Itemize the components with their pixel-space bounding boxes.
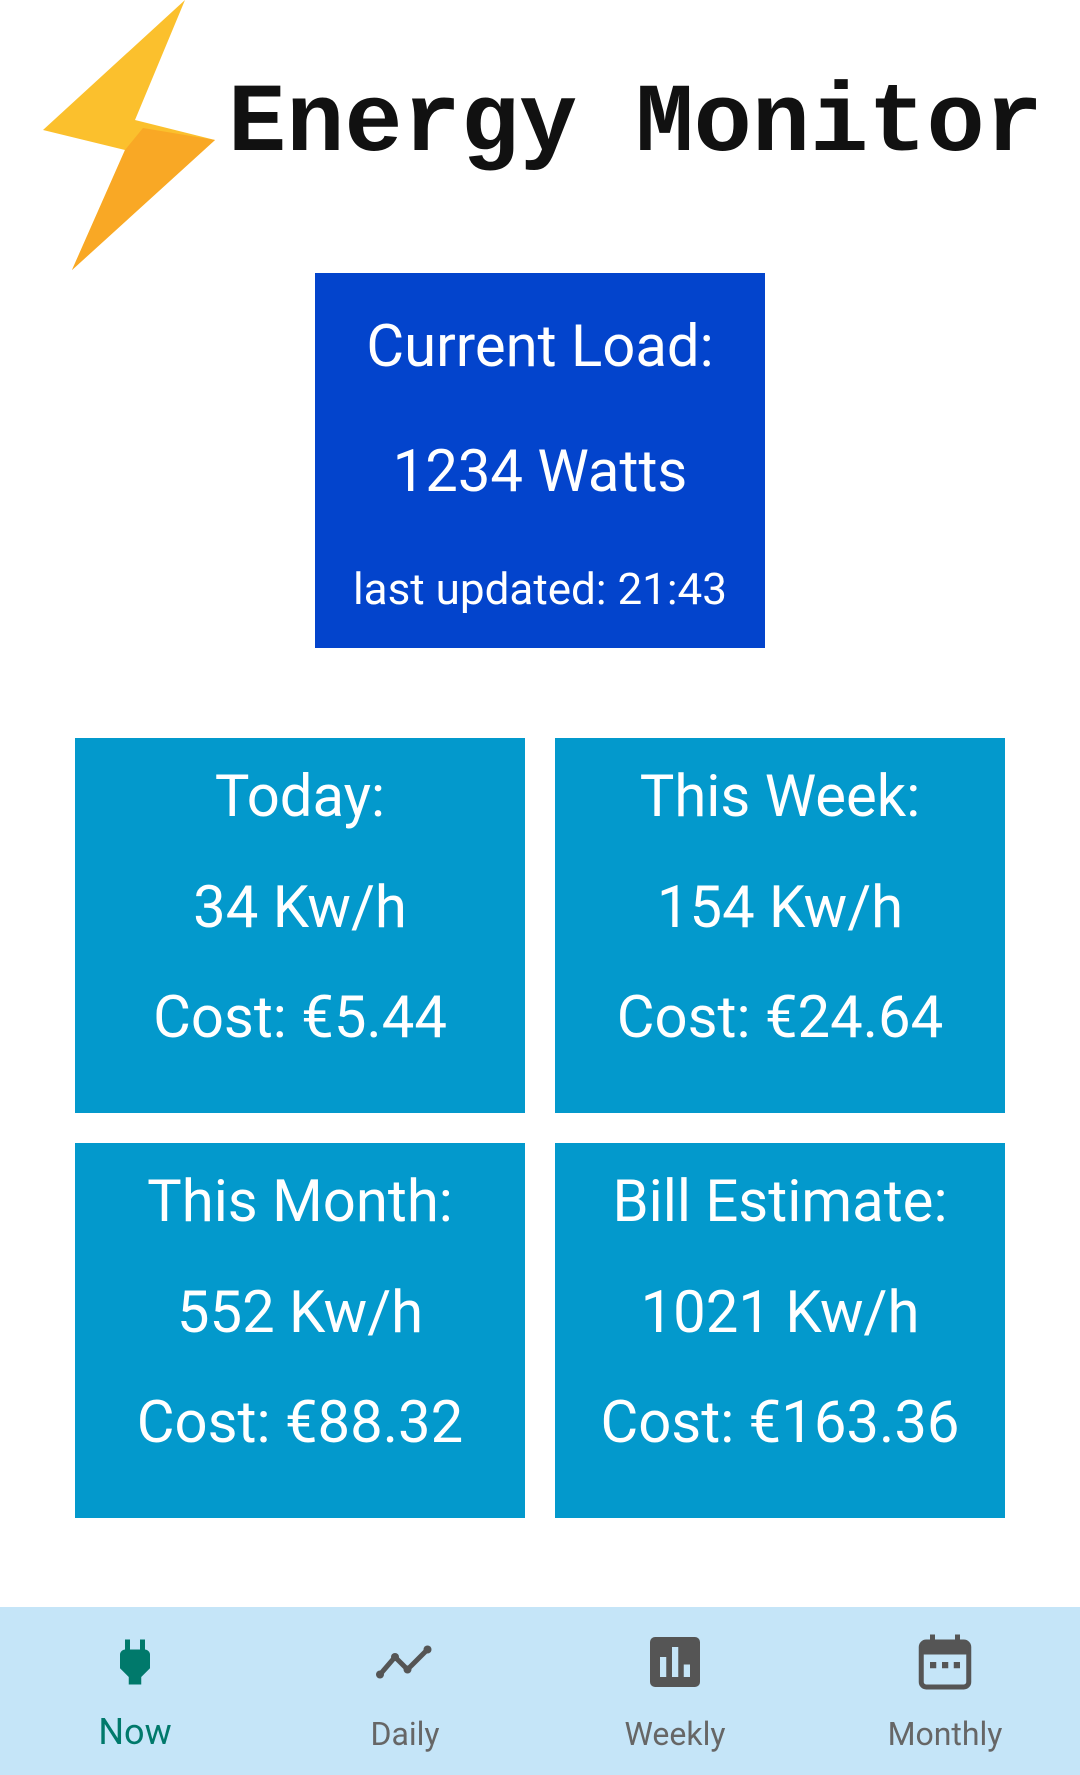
- card-title: Today:: [214, 763, 386, 831]
- logo-bolt: [43, 0, 215, 270]
- load-value: 1234 Watts: [392, 438, 688, 506]
- card-cost: Cost: €24.64: [616, 984, 944, 1052]
- nav-weekly[interactable]: Weekly: [540, 1607, 810, 1775]
- line-icon: [376, 1645, 432, 1679]
- nav-label: Daily: [370, 1715, 440, 1753]
- bar-icon: [650, 1637, 700, 1687]
- summary-card: This Month: 552 Kw/h Cost: €88.32: [75, 1143, 525, 1518]
- current-load-panel: Current Load: 1234 Watts last updated: 2…: [315, 273, 765, 648]
- card-energy: 34 Kw/h: [193, 874, 407, 942]
- card-energy: 1021 Kw/h: [640, 1279, 920, 1347]
- card-cost: Cost: €163.36: [600, 1389, 960, 1457]
- nav-label: Monthly: [887, 1715, 1003, 1753]
- card-energy: 552 Kw/h: [176, 1279, 424, 1347]
- card-cost: Cost: €5.44: [153, 984, 447, 1052]
- card-title: This Week:: [639, 763, 921, 831]
- nav-now[interactable]: Now: [0, 1607, 270, 1775]
- card-energy: 154 Kw/h: [656, 874, 904, 942]
- plug-icon: [120, 1639, 150, 1685]
- nav-label: Now: [98, 1711, 172, 1753]
- nav-label: Weekly: [624, 1715, 726, 1753]
- card-title: Bill Estimate:: [612, 1168, 948, 1236]
- app-title: Energy Monitor: [228, 70, 1043, 180]
- summary-card: This Week: 154 Kw/h Cost: €24.64: [555, 738, 1005, 1113]
- card-cost: Cost: €88.32: [136, 1389, 464, 1457]
- nav-monthly[interactable]: Monthly: [810, 1607, 1080, 1775]
- card-title: This Month:: [147, 1168, 453, 1236]
- nav-daily[interactable]: Daily: [270, 1607, 540, 1775]
- load-label: Current Load:: [366, 313, 714, 381]
- calendar-icon: [918, 1634, 972, 1690]
- bottom-nav: Now Daily Weekly Monthly: [0, 1607, 1080, 1775]
- summary-card: Today: 34 Kw/h Cost: €5.44: [75, 738, 525, 1113]
- last-updated: last updated: 21:43: [352, 563, 728, 615]
- summary-card: Bill Estimate: 1021 Kw/h Cost: €163.36: [555, 1143, 1005, 1518]
